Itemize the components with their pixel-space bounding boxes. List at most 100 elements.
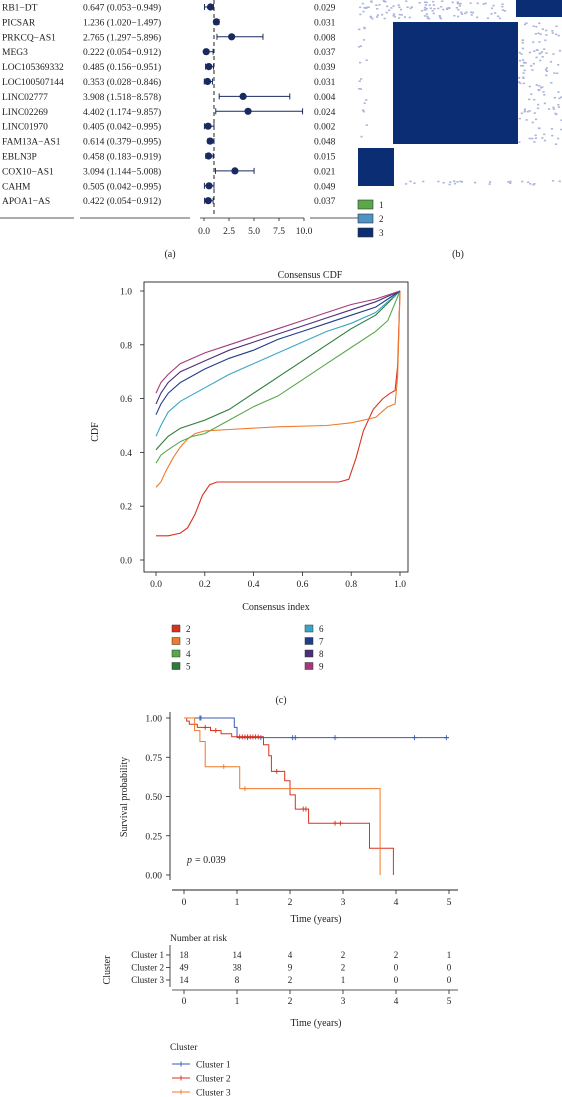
forest-x-tick-label: 10.0 bbox=[296, 227, 313, 237]
heatmap-legend-swatch bbox=[357, 227, 374, 238]
forest-hr-label: 3.094 (1.144−5.008) bbox=[83, 166, 161, 177]
heatmap-speckle bbox=[541, 56, 544, 58]
heatmap-speckle bbox=[453, 182, 457, 185]
heatmap-speckle bbox=[520, 64, 523, 67]
heatmap-speckle bbox=[383, 17, 386, 20]
forest-hr-label: 0.485 (0.156−0.951) bbox=[83, 62, 161, 73]
heatmap-speckle bbox=[528, 137, 531, 140]
panel-label-c: (c) bbox=[275, 695, 286, 706]
heatmap-speckle bbox=[545, 70, 549, 72]
heatmap-speckle bbox=[460, 13, 464, 15]
heatmap-speckle bbox=[523, 23, 527, 26]
heatmap-speckle bbox=[429, 7, 432, 10]
heatmap-speckle bbox=[557, 34, 560, 37]
heatmap-speckle bbox=[476, 2, 479, 5]
heatmap-speckle bbox=[423, 15, 426, 17]
heatmap-speckle bbox=[363, 26, 366, 29]
cdf-legend-label: 4 bbox=[186, 649, 191, 659]
heatmap-speckle bbox=[474, 181, 477, 184]
heatmap-speckle bbox=[358, 80, 361, 82]
cdf-series-line bbox=[155, 290, 401, 405]
km-legend-title: Cluster bbox=[170, 1043, 198, 1053]
km-censor-mark bbox=[202, 724, 208, 730]
km-x-tick-label: 3 bbox=[341, 898, 346, 908]
heatmap-speckle bbox=[492, 4, 495, 7]
risk-x-tick-label: 2 bbox=[288, 997, 293, 1007]
heatmap-speckle bbox=[376, 14, 379, 16]
km-legend-marker bbox=[178, 1061, 184, 1067]
heatmap-speckle bbox=[523, 108, 526, 111]
heatmap-speckle bbox=[425, 7, 428, 10]
heatmap-speckle bbox=[438, 15, 441, 17]
heatmap-speckle bbox=[464, 12, 467, 15]
risk-x-tick-label: 3 bbox=[341, 997, 346, 1007]
heatmap-speckle bbox=[509, 180, 512, 183]
heatmap-speckle bbox=[448, 183, 451, 186]
forest-hr-label: 0.647 (0.053−0.949) bbox=[83, 3, 161, 14]
cdf-legend-swatch bbox=[171, 624, 181, 633]
heatmap-speckle bbox=[539, 87, 543, 89]
heatmap-speckle bbox=[432, 0, 435, 3]
risk-cell: 14 bbox=[180, 975, 190, 985]
cdf-plot-frame bbox=[143, 281, 409, 573]
cdf-legend-swatch bbox=[304, 662, 314, 670]
heatmap-speckle bbox=[471, 11, 474, 14]
heatmap-speckle bbox=[538, 22, 541, 25]
heatmap-speckle bbox=[365, 99, 368, 101]
heatmap-speckle bbox=[535, 56, 538, 59]
forest-gene-label: PICSAR bbox=[2, 18, 36, 28]
heatmap-speckle bbox=[362, 110, 365, 113]
heatmap-speckle bbox=[543, 94, 546, 96]
panel-label-a: (a) bbox=[164, 249, 175, 260]
heatmap-speckle bbox=[557, 64, 560, 66]
risk-cell: 0 bbox=[394, 963, 399, 973]
heatmap-speckle bbox=[533, 98, 536, 101]
risk-x-tick-label: 5 bbox=[447, 997, 452, 1007]
km-y-tick-label: 1.00 bbox=[145, 715, 162, 725]
heatmap-speckle bbox=[449, 181, 452, 183]
forest-p-label: 0.015 bbox=[314, 153, 336, 163]
heatmap-speckle bbox=[555, 33, 558, 36]
forest-gene-label: LOC105369332 bbox=[2, 63, 64, 73]
km-censor-mark bbox=[337, 820, 343, 826]
heatmap-legend-swatch bbox=[357, 213, 374, 224]
heatmap-speckle bbox=[398, 6, 401, 9]
forest-gene-label: PRKCQ−AS1 bbox=[2, 33, 56, 43]
km-censor-mark bbox=[332, 735, 338, 741]
heatmap-speckle bbox=[490, 7, 494, 10]
heatmap-speckle bbox=[537, 103, 540, 106]
heatmap-speckle bbox=[409, 7, 412, 10]
heatmap-legend-label: 1 bbox=[379, 200, 384, 210]
heatmap-speckle bbox=[528, 85, 531, 88]
heatmap-speckle bbox=[539, 33, 542, 35]
heatmap-speckle bbox=[423, 6, 427, 9]
heatmap-speckle bbox=[501, 9, 505, 11]
heatmap-speckle bbox=[440, 5, 443, 8]
km-censor-mark bbox=[274, 768, 280, 774]
heatmap-speckle bbox=[422, 180, 425, 183]
heatmap-speckle bbox=[392, 14, 395, 17]
cdf-y-tick-label: 0.2 bbox=[120, 503, 132, 513]
heatmap-speckle bbox=[385, 11, 388, 14]
heatmap-speckle bbox=[518, 81, 521, 83]
heatmap-speckle bbox=[428, 4, 431, 6]
heatmap-speckle bbox=[533, 183, 536, 185]
heatmap-speckle bbox=[397, 4, 400, 6]
km-legend-label: Cluster 3 bbox=[196, 1089, 231, 1097]
heatmap-speckle bbox=[534, 134, 537, 137]
survival-chart: 0.00 0.25 0.50 0.75 1.00 0 1 2 3 4 5 Time (years) Su… bbox=[119, 712, 458, 925]
heatmap-speckle bbox=[486, 17, 489, 19]
cdf-legend-swatch bbox=[304, 637, 314, 645]
cdf-legend-label: 8 bbox=[319, 649, 324, 659]
km-pvalue-value: = 0.039 bbox=[195, 855, 226, 866]
heatmap-speckle bbox=[552, 106, 555, 109]
heatmap-speckle bbox=[382, 0, 385, 2]
cdf-series-line bbox=[156, 290, 401, 537]
forest-x-tick-label: 0.0 bbox=[198, 227, 210, 237]
heatmap-speckle bbox=[536, 49, 539, 51]
heatmap-speckle bbox=[413, 182, 416, 184]
km-legend-label: Cluster 1 bbox=[196, 1061, 231, 1071]
cdf-legend-label: 6 bbox=[319, 624, 324, 634]
heatmap-speckle bbox=[541, 137, 544, 139]
heatmap-speckle bbox=[405, 183, 408, 185]
